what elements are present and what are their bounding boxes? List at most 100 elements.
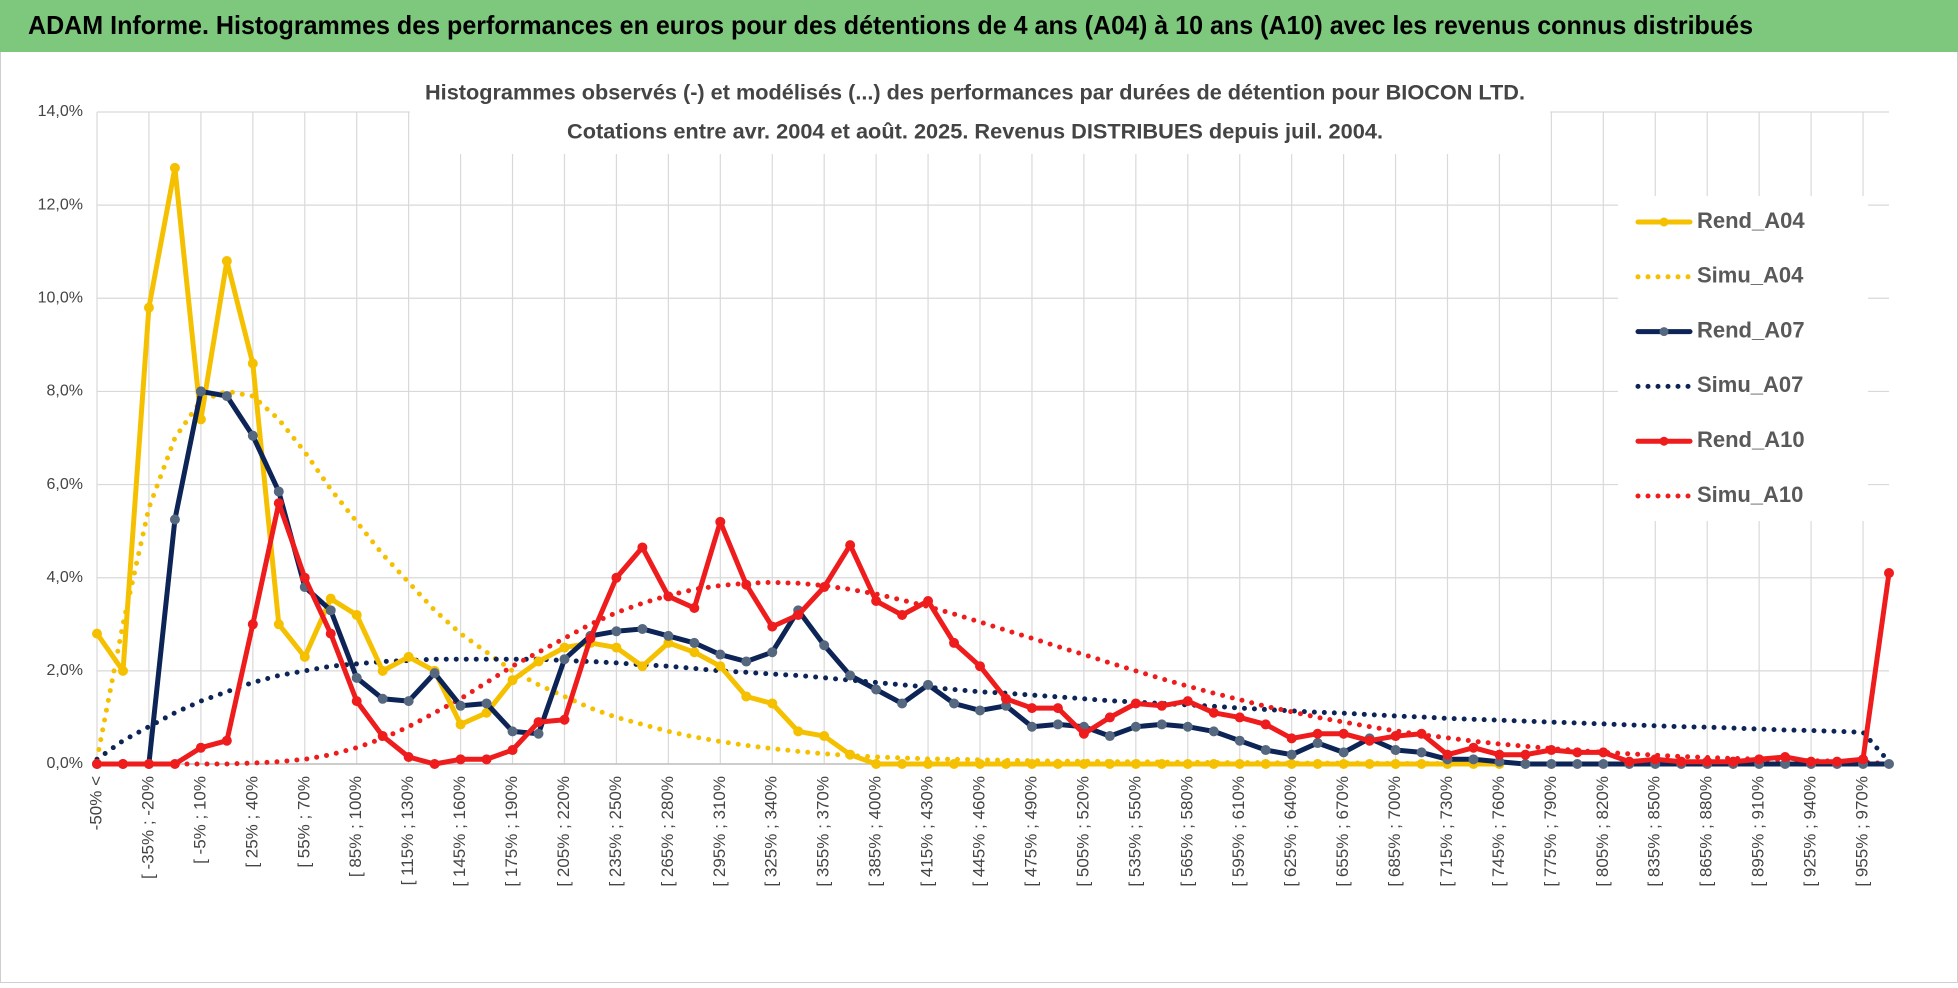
- marker: [1078, 759, 1089, 769]
- x-tick-label: [ 385% ; 400%: [866, 776, 885, 887]
- marker: [1598, 747, 1609, 758]
- marker: [949, 759, 960, 769]
- marker: [1364, 759, 1375, 769]
- marker: [351, 696, 362, 707]
- x-tick-label: [ 145% ; 160%: [450, 776, 469, 887]
- marker: [637, 542, 648, 553]
- chart-subtitle: Cotations entre avr. 2004 et août. 2025.…: [567, 121, 1383, 144]
- marker: [923, 759, 934, 769]
- marker: [403, 696, 414, 707]
- marker: [429, 759, 440, 769]
- marker: [793, 609, 804, 620]
- marker: [1650, 754, 1661, 765]
- marker: [273, 498, 284, 509]
- x-tick-label: [ 775% ; 790%: [1541, 776, 1560, 887]
- marker: [1338, 728, 1349, 739]
- marker: [559, 642, 570, 653]
- marker: [1494, 749, 1505, 760]
- title-box: [410, 74, 1550, 154]
- marker: [1208, 759, 1219, 769]
- marker: [1130, 698, 1141, 709]
- marker: [845, 749, 856, 760]
- marker: [1754, 754, 1765, 765]
- marker: [1546, 759, 1557, 769]
- y-tick-label: 10,0%: [38, 290, 83, 307]
- x-tick-label: [ 955% ; 970%: [1853, 776, 1872, 887]
- marker: [1130, 759, 1141, 769]
- model-line: [94, 656, 1892, 765]
- marker: [1156, 719, 1167, 730]
- marker: [481, 754, 492, 765]
- marker: [1572, 747, 1583, 758]
- marker: [1208, 726, 1219, 737]
- marker: [351, 672, 362, 683]
- marker: [1286, 733, 1297, 744]
- x-tick-label: [ 655% ; 670%: [1333, 776, 1352, 887]
- marker: [767, 647, 778, 658]
- legend-label: Simu_A04: [1697, 263, 1804, 288]
- x-tick-label: [ 715% ; 730%: [1437, 776, 1456, 887]
- x-tick-label: [ 475% ; 490%: [1021, 776, 1040, 887]
- marker: [377, 693, 388, 704]
- model-line: [94, 579, 1892, 767]
- marker: [1416, 747, 1427, 758]
- marker: [819, 731, 830, 742]
- x-tick-label: [ 745% ; 760%: [1489, 776, 1508, 887]
- marker: [689, 647, 700, 658]
- y-tick-label: 14,0%: [38, 103, 83, 120]
- marker: [871, 684, 882, 695]
- marker: [611, 642, 622, 653]
- marker: [1286, 759, 1297, 769]
- marker: [325, 605, 336, 616]
- marker: [949, 637, 960, 648]
- marker: [1442, 749, 1453, 760]
- legend-marker: [1659, 217, 1669, 227]
- marker: [247, 619, 258, 630]
- chart-title: Histogrammes observés (-) et modélisés (…: [425, 82, 1525, 105]
- marker: [273, 486, 284, 497]
- legend-label: Rend_A07: [1697, 317, 1805, 342]
- marker: [845, 670, 856, 681]
- marker: [1390, 745, 1401, 756]
- x-tick-label: [ 625% ; 640%: [1281, 776, 1300, 887]
- marker: [1182, 696, 1193, 707]
- x-tick-label: [ 445% ; 460%: [969, 776, 988, 887]
- marker: [403, 752, 414, 763]
- marker: [455, 700, 466, 711]
- x-tick-label: [ 685% ; 700%: [1385, 776, 1404, 887]
- x-tick-label: [ 325% ; 340%: [762, 776, 781, 887]
- marker: [1156, 759, 1167, 769]
- marker: [1104, 759, 1115, 769]
- x-tick-label: [ 85% ; 100%: [346, 776, 365, 877]
- marker: [663, 591, 674, 602]
- legend-label: Simu_A07: [1697, 372, 1803, 397]
- marker: [1208, 707, 1219, 718]
- marker: [767, 698, 778, 709]
- marker: [1052, 703, 1063, 714]
- x-tick-label: [ 895% ; 910%: [1749, 776, 1768, 887]
- marker: [1858, 754, 1869, 765]
- marker: [507, 726, 518, 737]
- marker: [611, 572, 622, 583]
- banner: [0, 0, 1958, 52]
- x-tick-label: [ 835% ; 850%: [1645, 776, 1664, 887]
- x-tick-label: [ 55% ; 70%: [294, 776, 313, 868]
- marker: [741, 656, 752, 667]
- marker: [1416, 759, 1427, 769]
- marker: [221, 735, 232, 746]
- marker: [1052, 759, 1063, 769]
- marker: [715, 661, 726, 672]
- y-tick-label: 12,0%: [38, 196, 83, 213]
- marker: [1234, 712, 1245, 723]
- x-tick-label: [ 115% ; 130%: [398, 776, 417, 885]
- marker: [455, 754, 466, 765]
- y-tick-label: 6,0%: [47, 476, 83, 493]
- marker: [1312, 728, 1323, 739]
- legend-box: [1618, 196, 1868, 521]
- marker: [1000, 759, 1011, 769]
- marker: [1026, 703, 1037, 714]
- marker: [507, 675, 518, 686]
- marker: [247, 430, 258, 441]
- marker: [195, 742, 206, 753]
